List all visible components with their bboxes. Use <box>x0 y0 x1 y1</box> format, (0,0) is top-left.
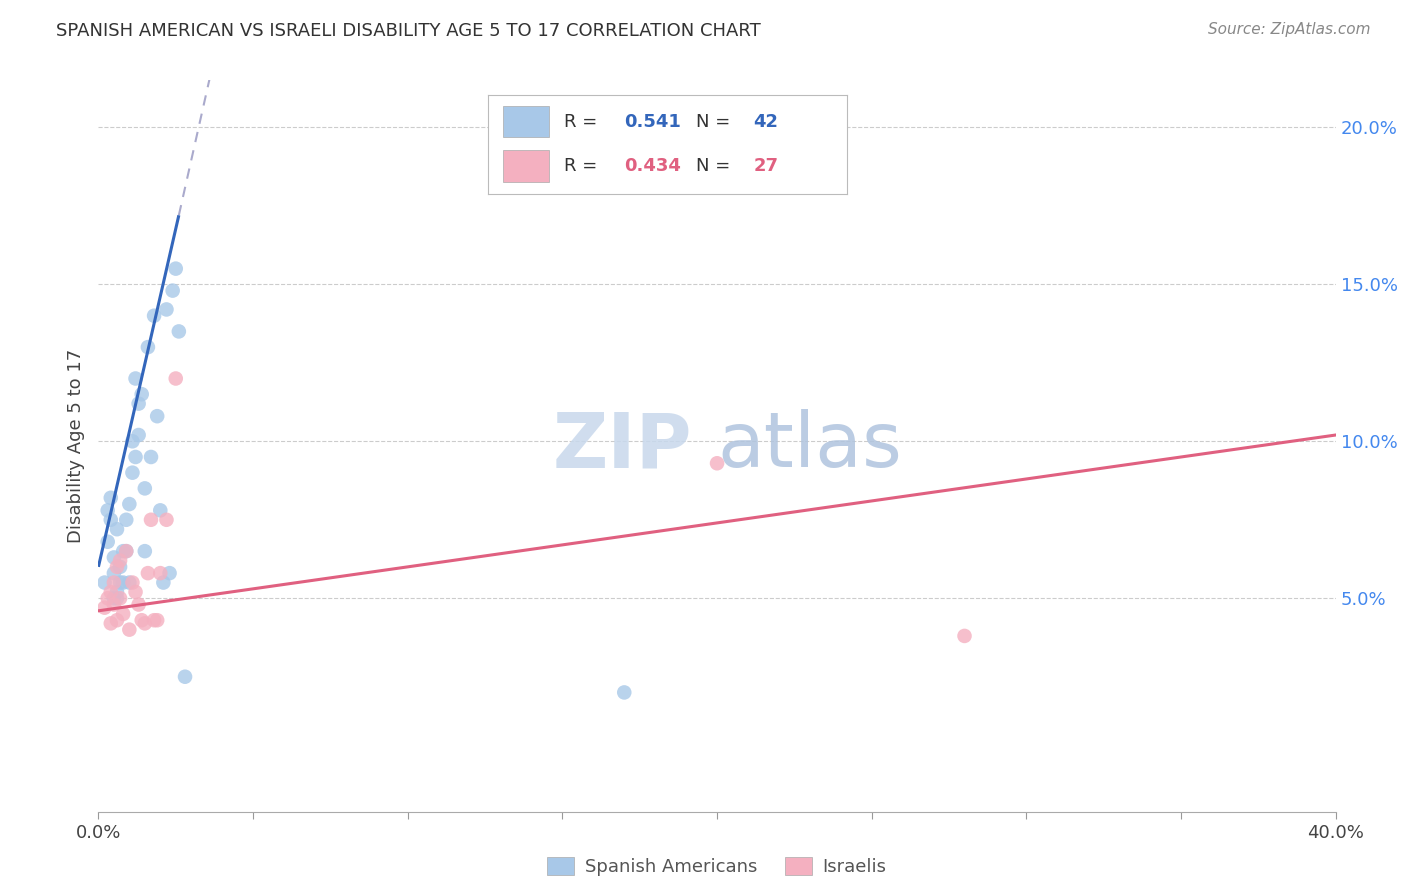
Point <box>121 466 143 480</box>
Point <box>105 613 128 627</box>
Point <box>139 450 162 464</box>
Point <box>162 284 184 298</box>
Point <box>128 428 150 442</box>
Point <box>100 585 122 599</box>
Point <box>103 550 125 565</box>
Point <box>146 613 169 627</box>
Point <box>165 371 187 385</box>
Point <box>167 325 190 339</box>
Point <box>131 387 153 401</box>
Point <box>706 456 728 470</box>
Point <box>97 534 120 549</box>
Point <box>128 396 150 410</box>
Y-axis label: Disability Age 5 to 17: Disability Age 5 to 17 <box>66 349 84 543</box>
Point <box>103 591 125 606</box>
Point <box>134 616 156 631</box>
Point <box>134 482 156 496</box>
Point <box>155 302 177 317</box>
Point <box>149 503 172 517</box>
Point <box>118 497 141 511</box>
Point <box>103 575 125 590</box>
Text: Source: ZipAtlas.com: Source: ZipAtlas.com <box>1208 22 1371 37</box>
Point <box>128 598 150 612</box>
Point <box>108 591 131 606</box>
Point <box>121 434 143 449</box>
Text: atlas: atlas <box>717 409 901 483</box>
Point <box>174 670 197 684</box>
Point <box>149 566 172 581</box>
Point <box>118 575 141 590</box>
Point <box>100 616 122 631</box>
Point <box>155 513 177 527</box>
Point <box>103 566 125 581</box>
Point <box>136 340 159 354</box>
Point <box>146 409 169 424</box>
Point <box>100 513 122 527</box>
Point <box>105 585 128 599</box>
Point <box>108 553 131 567</box>
Point <box>100 491 122 505</box>
Point <box>93 600 115 615</box>
Point <box>131 613 153 627</box>
Point <box>152 575 174 590</box>
Point <box>115 513 138 527</box>
Legend: Spanish Americans, Israelis: Spanish Americans, Israelis <box>540 849 894 883</box>
Point <box>136 566 159 581</box>
Point <box>112 544 135 558</box>
Point <box>103 598 125 612</box>
Point <box>953 629 976 643</box>
Point <box>124 371 146 385</box>
Point <box>112 607 135 621</box>
Text: ZIP: ZIP <box>553 409 692 483</box>
Point <box>105 522 128 536</box>
Point <box>121 575 143 590</box>
Point <box>115 544 138 558</box>
Point <box>124 450 146 464</box>
Point <box>97 503 120 517</box>
Point <box>165 261 187 276</box>
Point <box>124 585 146 599</box>
Point <box>143 309 166 323</box>
Text: SPANISH AMERICAN VS ISRAELI DISABILITY AGE 5 TO 17 CORRELATION CHART: SPANISH AMERICAN VS ISRAELI DISABILITY A… <box>56 22 761 40</box>
Point <box>105 559 128 574</box>
Point <box>159 566 181 581</box>
Point <box>134 544 156 558</box>
Point <box>108 575 131 590</box>
Point <box>112 575 135 590</box>
Point <box>118 623 141 637</box>
Point <box>97 591 120 606</box>
Point <box>139 513 162 527</box>
Point <box>93 575 115 590</box>
Point <box>105 591 128 606</box>
Point <box>115 544 138 558</box>
Point <box>721 145 744 160</box>
Point <box>143 613 166 627</box>
Point <box>613 685 636 699</box>
Point <box>108 559 131 574</box>
